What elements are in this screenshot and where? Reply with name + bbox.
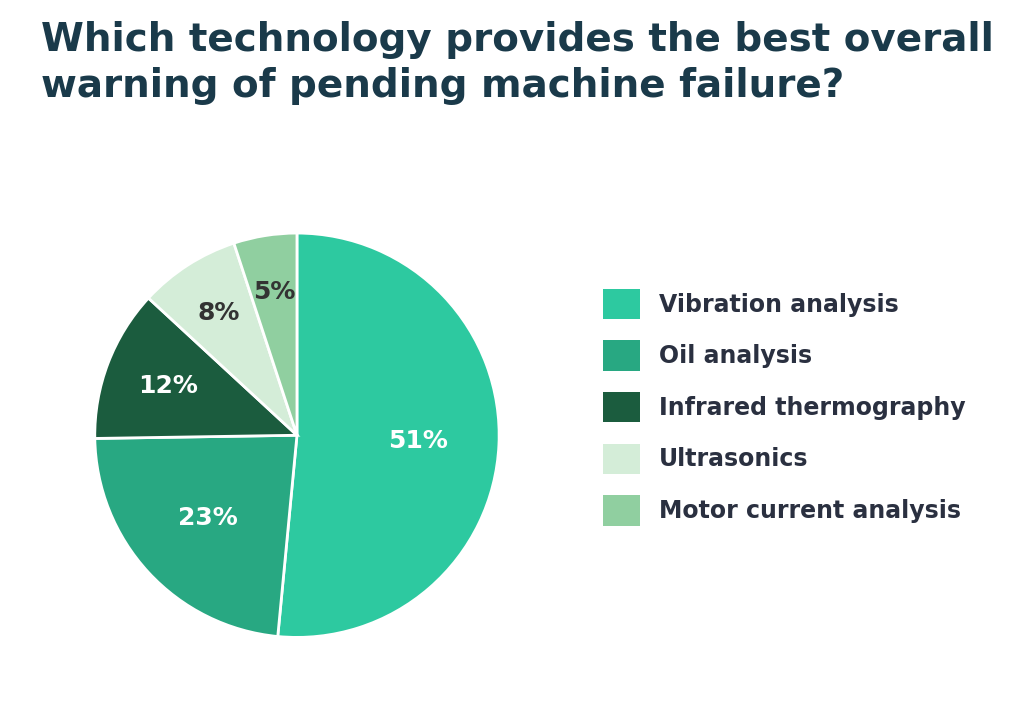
Text: 8%: 8% [197, 300, 240, 325]
Wedge shape [233, 233, 297, 435]
Text: 5%: 5% [253, 279, 295, 303]
Wedge shape [95, 435, 297, 637]
Wedge shape [95, 298, 297, 439]
Text: 51%: 51% [388, 429, 449, 453]
Legend: Vibration analysis, Oil analysis, Infrared thermography, Ultrasonics, Motor curr: Vibration analysis, Oil analysis, Infrar… [596, 282, 973, 533]
Text: 12%: 12% [138, 374, 199, 398]
Text: 23%: 23% [178, 505, 238, 529]
Text: Which technology provides the best overall
warning of pending machine failure?: Which technology provides the best overa… [41, 21, 994, 105]
Wedge shape [148, 243, 297, 435]
Wedge shape [278, 233, 499, 637]
